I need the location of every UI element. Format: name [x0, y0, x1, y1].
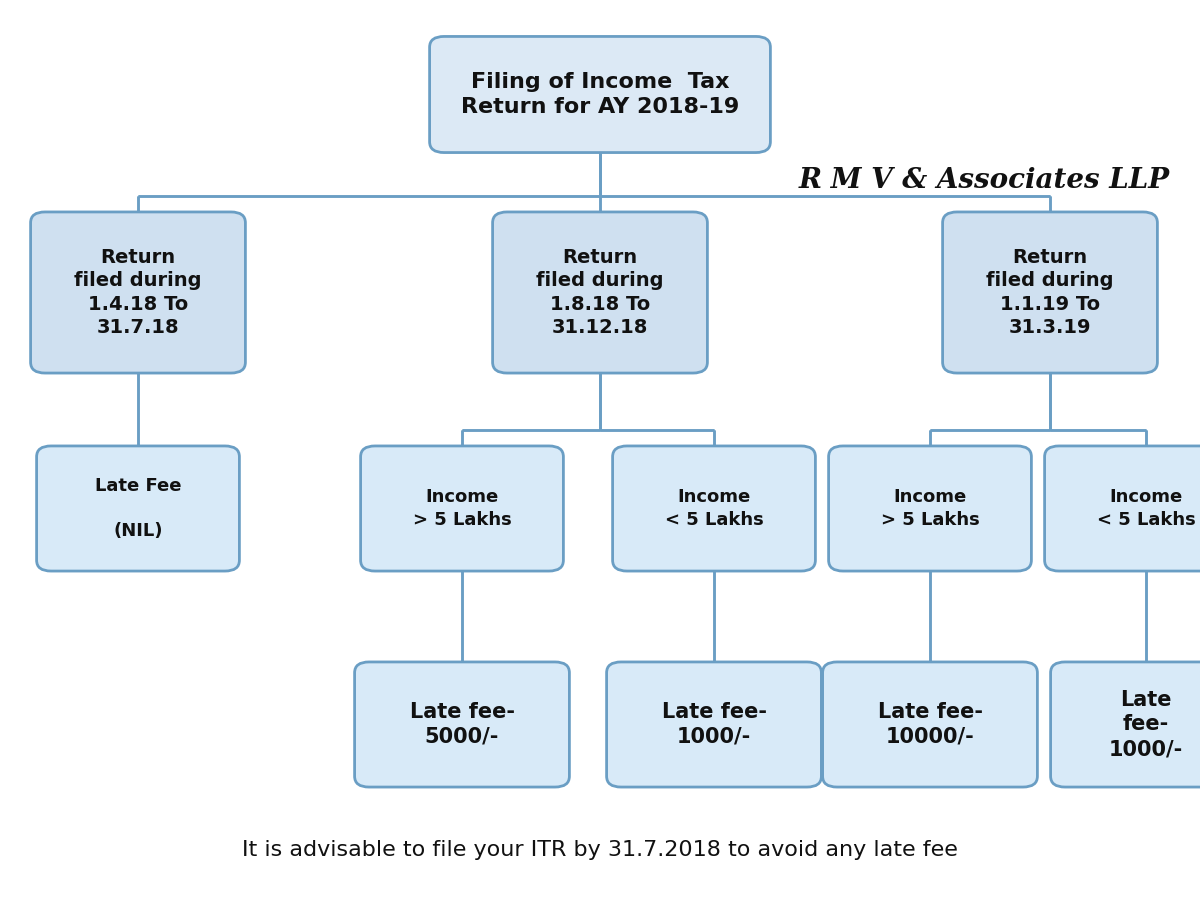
- FancyBboxPatch shape: [823, 662, 1038, 787]
- Text: Late fee-
10000/-: Late fee- 10000/-: [877, 702, 983, 747]
- Text: Return
filed during
1.1.19 To
31.3.19: Return filed during 1.1.19 To 31.3.19: [986, 248, 1114, 338]
- Text: Late fee-
5000/-: Late fee- 5000/-: [409, 702, 515, 747]
- FancyBboxPatch shape: [360, 446, 564, 572]
- FancyBboxPatch shape: [943, 212, 1157, 373]
- FancyBboxPatch shape: [606, 662, 821, 787]
- Text: Income
< 5 Lakhs: Income < 5 Lakhs: [665, 489, 763, 528]
- FancyBboxPatch shape: [355, 662, 570, 787]
- Text: Return
filed during
1.4.18 To
31.7.18: Return filed during 1.4.18 To 31.7.18: [74, 248, 202, 338]
- Text: Income
> 5 Lakhs: Income > 5 Lakhs: [413, 489, 511, 528]
- Text: Late fee-
1000/-: Late fee- 1000/-: [661, 702, 767, 747]
- Text: It is advisable to file your ITR by 31.7.2018 to avoid any late fee: It is advisable to file your ITR by 31.7…: [242, 841, 958, 860]
- FancyBboxPatch shape: [1044, 446, 1200, 572]
- Text: Income
> 5 Lakhs: Income > 5 Lakhs: [881, 489, 979, 528]
- Text: Income
< 5 Lakhs: Income < 5 Lakhs: [1097, 489, 1195, 528]
- Text: Filing of Income  Tax
Return for AY 2018-19: Filing of Income Tax Return for AY 2018-…: [461, 72, 739, 117]
- FancyBboxPatch shape: [31, 212, 245, 373]
- Text: Return
filed during
1.8.18 To
31.12.18: Return filed during 1.8.18 To 31.12.18: [536, 248, 664, 338]
- FancyBboxPatch shape: [1051, 662, 1200, 787]
- FancyBboxPatch shape: [829, 446, 1031, 572]
- Text: Late
fee-
1000/-: Late fee- 1000/-: [1109, 689, 1183, 760]
- FancyBboxPatch shape: [492, 212, 707, 373]
- Text: Late Fee

(NIL): Late Fee (NIL): [95, 477, 181, 540]
- Text: R M V & Associates LLP: R M V & Associates LLP: [798, 166, 1170, 194]
- FancyBboxPatch shape: [612, 446, 816, 572]
- FancyBboxPatch shape: [37, 446, 239, 572]
- FancyBboxPatch shape: [430, 36, 770, 152]
